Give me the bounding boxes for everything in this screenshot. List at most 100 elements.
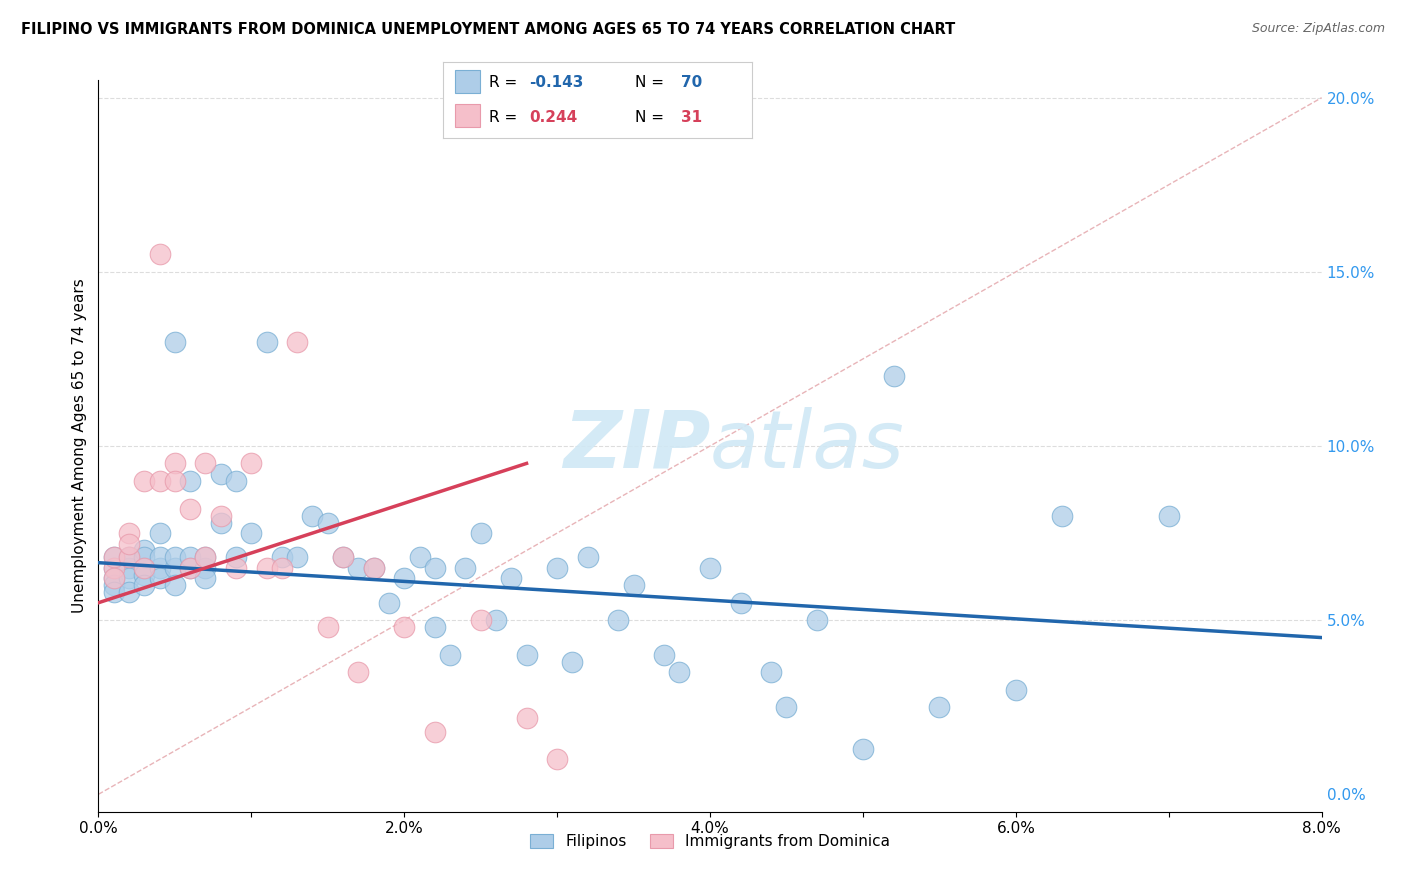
Point — [209, 516, 232, 530]
Point — [392, 571, 416, 585]
Point — [149, 550, 172, 565]
Point — [423, 561, 446, 575]
Point — [363, 561, 385, 575]
Point — [225, 550, 247, 565]
Point — [103, 550, 125, 565]
Text: R =: R = — [489, 110, 517, 125]
Point — [730, 596, 752, 610]
Point — [103, 578, 125, 592]
Point — [134, 567, 156, 582]
Point — [607, 613, 630, 627]
Text: atlas: atlas — [710, 407, 905, 485]
Point — [928, 700, 950, 714]
Point — [256, 334, 278, 349]
Point — [149, 561, 172, 575]
Point — [134, 550, 156, 565]
Point — [134, 578, 156, 592]
Point — [1050, 508, 1073, 523]
Text: -0.143: -0.143 — [530, 76, 583, 90]
Point — [209, 467, 232, 481]
Point — [561, 655, 583, 669]
Point — [332, 550, 354, 565]
Text: Source: ZipAtlas.com: Source: ZipAtlas.com — [1251, 22, 1385, 36]
Point — [194, 550, 217, 565]
Point — [225, 561, 247, 575]
Point — [347, 561, 370, 575]
Point — [759, 665, 782, 680]
Point — [118, 550, 141, 565]
Point — [179, 561, 201, 575]
Point — [470, 526, 492, 541]
Point — [163, 474, 186, 488]
Point — [240, 457, 263, 471]
Point — [134, 561, 156, 575]
Point — [118, 526, 141, 541]
Point — [546, 561, 568, 575]
Point — [775, 700, 797, 714]
Point — [516, 648, 538, 662]
Point — [103, 585, 125, 599]
Text: N =: N = — [634, 110, 664, 125]
Point — [103, 571, 125, 585]
Point — [347, 665, 370, 680]
Point — [194, 561, 217, 575]
Point — [363, 561, 385, 575]
Point — [194, 571, 217, 585]
Point — [883, 369, 905, 384]
Point — [623, 578, 645, 592]
Point — [194, 550, 217, 565]
Point — [118, 571, 141, 585]
Point — [118, 561, 141, 575]
Point — [423, 724, 446, 739]
Point — [270, 561, 294, 575]
Point — [852, 742, 875, 756]
Point — [103, 571, 125, 585]
Point — [470, 613, 492, 627]
Point — [576, 550, 599, 565]
Point — [1157, 508, 1180, 523]
Point — [103, 561, 125, 575]
Legend: Filipinos, Immigrants from Dominica: Filipinos, Immigrants from Dominica — [524, 828, 896, 855]
Point — [225, 474, 247, 488]
Point — [149, 474, 172, 488]
Point — [316, 620, 339, 634]
Point — [392, 620, 416, 634]
Point — [163, 561, 186, 575]
Point — [118, 536, 141, 550]
Point — [516, 711, 538, 725]
Point — [546, 752, 568, 766]
Point — [149, 526, 172, 541]
Point — [316, 516, 339, 530]
Point — [134, 543, 156, 558]
Point — [439, 648, 461, 662]
Point — [163, 578, 186, 592]
Point — [806, 613, 828, 627]
Point — [1004, 682, 1026, 697]
Text: ZIP: ZIP — [562, 407, 710, 485]
Point — [699, 561, 721, 575]
Point — [179, 561, 201, 575]
Point — [285, 550, 308, 565]
Point — [134, 561, 156, 575]
Text: 70: 70 — [681, 76, 703, 90]
Point — [485, 613, 508, 627]
Text: 31: 31 — [681, 110, 702, 125]
Point — [270, 550, 294, 565]
Point — [194, 457, 217, 471]
Point — [149, 571, 172, 585]
Point — [256, 561, 278, 575]
Text: N =: N = — [634, 76, 664, 90]
Point — [103, 561, 125, 575]
Point — [163, 550, 186, 565]
Point — [163, 334, 186, 349]
Point — [134, 474, 156, 488]
Point — [501, 571, 523, 585]
Point — [163, 457, 186, 471]
Point — [378, 596, 401, 610]
Point — [103, 550, 125, 565]
Text: 0.244: 0.244 — [530, 110, 578, 125]
Point — [179, 550, 201, 565]
Point — [118, 585, 141, 599]
Point — [301, 508, 323, 523]
Point — [454, 561, 477, 575]
